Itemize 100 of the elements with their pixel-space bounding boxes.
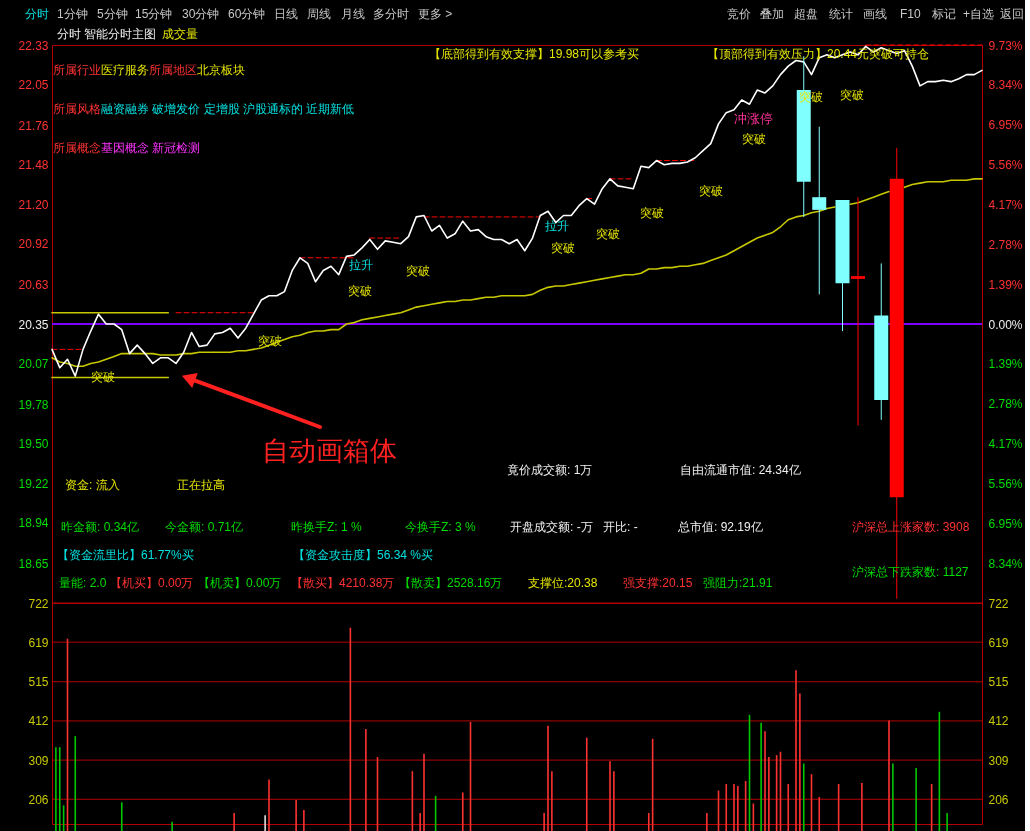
y-tick-label: 18.94 — [18, 516, 49, 531]
y2-tick-label: 5.56% — [988, 476, 1023, 491]
y2-tick-label: 6.95% — [988, 118, 1023, 133]
annotation: 总市值: 92.19亿 — [677, 520, 763, 534]
y2-tick-label: 8.34% — [988, 556, 1023, 571]
y2-tick-label: 722 — [988, 596, 1009, 611]
text: 分时 — [25, 7, 49, 21]
y2-tick-label: 4.17% — [988, 197, 1023, 212]
y2-tick-label: 4.17% — [988, 437, 1023, 452]
y-tick-label: 21.20 — [18, 197, 49, 212]
y2-tick-label: 309 — [988, 753, 1009, 768]
annotation: 拉升 — [545, 219, 569, 233]
annotation: 自动画箱体 — [262, 436, 397, 466]
annotation: 【资金攻击度】56.34 %买 — [293, 548, 434, 562]
y2-tick-label: 619 — [988, 635, 1009, 650]
annotation: 所属风格 — [53, 102, 101, 116]
y-tick-label: 22.05 — [18, 77, 49, 92]
annotation: 竟价成交额: 1万 — [507, 463, 593, 477]
chart-subtitle: 成交量 — [162, 27, 198, 41]
annotation: 冲涨停 — [733, 111, 773, 126]
text: 1分钟 — [57, 7, 88, 21]
annotation: 突破 — [406, 264, 430, 278]
y2-tick-label: 2.78% — [988, 397, 1023, 412]
candlestick — [812, 126, 827, 295]
annotation: 突破 — [699, 184, 723, 198]
y-tick-label: 19.78 — [18, 397, 49, 412]
annotation: 正在拉高 — [177, 478, 225, 492]
annotation: 突破 — [551, 241, 575, 255]
text: 统计 — [829, 7, 853, 21]
annotation: 突破 — [840, 88, 864, 102]
annotation: 【资金流里比】61.77%买 — [57, 548, 194, 562]
y-tick-label: 20.07 — [18, 356, 49, 371]
text: 30分钟 — [182, 7, 220, 21]
annotation: 突破 — [799, 90, 823, 104]
text: 月线 — [341, 7, 365, 21]
text: 更多 > — [418, 7, 453, 21]
y2-tick-label: 206 — [988, 792, 1009, 807]
annotation: 【散买】4210.38万 — [291, 576, 395, 590]
chart-title: 分时 智能分时主图 — [57, 27, 157, 41]
annotation: 支撑位:20.38 — [528, 576, 598, 590]
annotation: 【散卖】2528.16万 — [399, 576, 503, 590]
text: 多分时 — [373, 7, 409, 21]
y2-tick-label: 5.56% — [988, 158, 1023, 173]
y-tick-label: 20.35 — [18, 317, 49, 332]
candlestick — [851, 196, 865, 426]
annotation: 基因概念 新冠检测 — [101, 141, 201, 155]
y-tick-label: 515 — [28, 675, 49, 690]
annotation: 拉升 — [349, 258, 373, 272]
y2-tick-label: 9.73% — [988, 38, 1023, 53]
annotation: 开盘成交额: -万 — [510, 520, 593, 534]
text: 画线 — [863, 7, 887, 21]
y-tick-label: 19.50 — [18, 437, 49, 452]
y2-tick-label: 0.00% — [988, 317, 1023, 332]
y2-tick-label: 1.39% — [988, 277, 1023, 292]
y-tick-label: 22.33 — [18, 38, 49, 53]
y-tick-label: 18.65 — [18, 557, 49, 572]
text: 叠加 — [760, 7, 784, 21]
annotation: 突破 — [348, 284, 372, 298]
y2-tick-label: 1.39% — [988, 357, 1023, 372]
annotation: 量能: 2.0 — [59, 576, 107, 590]
text: 标记 — [931, 7, 956, 21]
y-tick-label: 412 — [28, 714, 49, 729]
annotation: 突破 — [640, 206, 664, 220]
text: 日线 — [274, 7, 298, 21]
text: 15分钟 — [135, 7, 173, 21]
annotation: 突破 — [742, 132, 766, 146]
y-tick-label: 19.22 — [18, 476, 49, 491]
y-tick-label: 20.63 — [18, 278, 49, 293]
y2-tick-label: 6.95% — [988, 516, 1023, 531]
text: 竞价 — [727, 7, 751, 21]
y-tick-label: 20.92 — [18, 237, 49, 252]
annotation: 自由流通市值: 24.34亿 — [680, 463, 801, 477]
y-tick-label: 206 — [28, 792, 49, 807]
annotation: 今金额: 0.71亿 — [165, 520, 244, 534]
y-tick-label: 309 — [28, 753, 49, 768]
text: 周线 — [307, 7, 331, 21]
annotation: 强支撑:20.15 — [623, 576, 693, 590]
annotation: 强阻力:21.91 — [703, 576, 773, 590]
y2-tick-label: 515 — [988, 675, 1009, 690]
annotation: 昨金额: 0.34亿 — [61, 520, 140, 534]
y2-tick-label: 412 — [988, 714, 1009, 729]
annotation: 北京板块 — [197, 63, 245, 77]
text: +自选 — [963, 7, 995, 21]
text: 5分钟 — [97, 7, 128, 21]
text: 60分钟 — [228, 7, 266, 21]
annotation: 今换手Z: 3 % — [405, 520, 477, 534]
y2-tick-label: 2.78% — [988, 237, 1023, 252]
annotation: 【机买】0.00万 — [110, 576, 194, 590]
annotation: 【底部得到有效支撑】19.98可以参考买 — [429, 47, 640, 61]
y2-tick-label: 8.34% — [988, 78, 1023, 93]
annotation: 所属概念 — [53, 141, 101, 155]
y-tick-label: 722 — [28, 596, 49, 611]
text: 返回 — [1000, 7, 1024, 21]
annotation: 医疗服务 — [101, 63, 149, 77]
annotation: 所属行业 — [53, 63, 101, 77]
annotation: 资金: 流入 — [65, 478, 120, 492]
annotation: 所属地区 — [149, 63, 197, 77]
annotation: 【机卖】0.00万 — [198, 576, 282, 590]
annotation: 融资融券 破增发价 定增股 沪股通标的 近期新低 — [101, 102, 355, 116]
annotation: 突破 — [596, 227, 620, 241]
